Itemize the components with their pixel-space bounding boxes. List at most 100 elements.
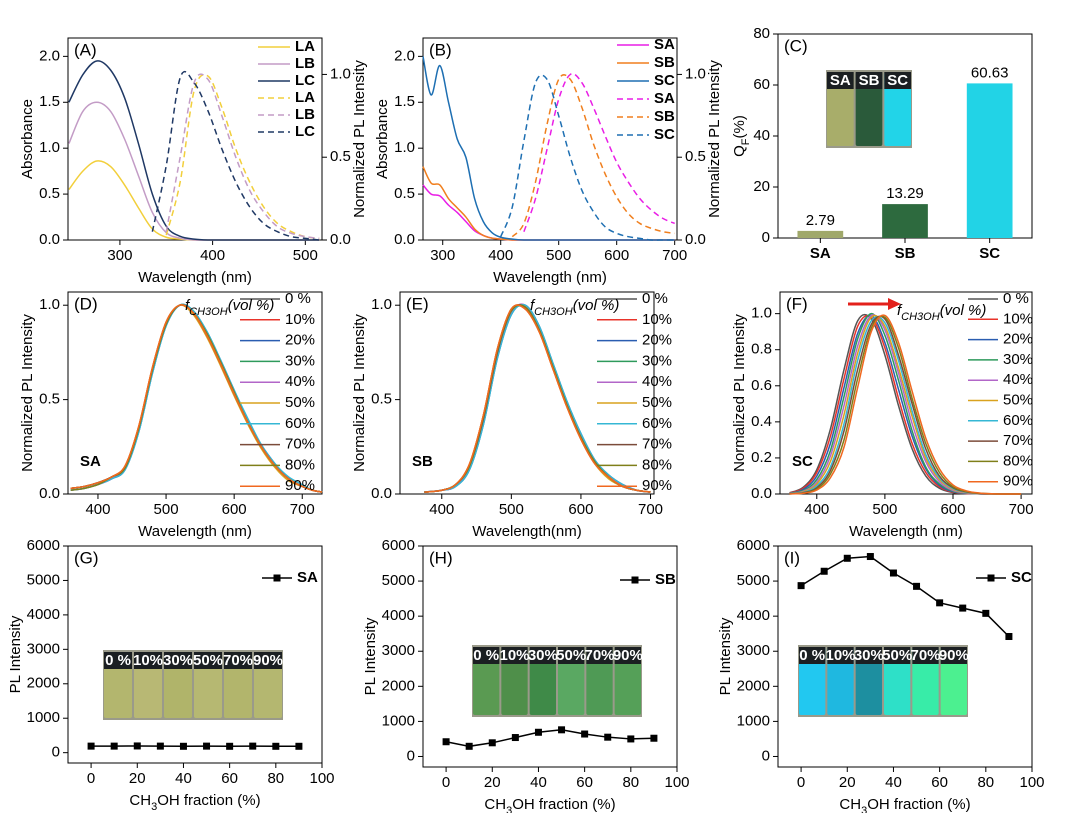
legend-label: 70%	[1003, 432, 1033, 449]
y-tick-label: 20	[753, 178, 770, 195]
legend-label: 60%	[642, 415, 672, 432]
y-tick-label: 5000	[737, 572, 770, 589]
value-label: 13.29	[886, 185, 924, 202]
y-tick-label: 4000	[27, 606, 60, 623]
legend-label: 70%	[285, 436, 315, 453]
series-line	[70, 304, 323, 493]
legend-label: 60%	[285, 415, 315, 432]
marker	[982, 609, 990, 617]
marker	[249, 742, 257, 750]
shift-arrow-head	[888, 298, 901, 310]
x-tick-label: SC	[979, 245, 1000, 262]
inset-label: 50%	[882, 647, 912, 664]
y-tick-label: 0.0	[394, 231, 415, 248]
x-axis-label-part: OH fraction (%)	[867, 796, 970, 813]
inset-cap	[501, 647, 528, 664]
legend-label: 0 %	[285, 290, 311, 307]
x-tick-label: 400	[85, 501, 110, 518]
panel-label: (A)	[74, 40, 97, 59]
y-tick-label: 1000	[382, 712, 415, 729]
y-tick-label: 0.5	[371, 391, 392, 408]
y-tick-label: 1000	[27, 709, 60, 726]
inset-photo	[798, 645, 968, 717]
y-axis-label: Absorbance	[19, 99, 36, 179]
inset-cap	[827, 72, 854, 89]
inset-photo	[103, 650, 283, 720]
y2-axis-label: Normalized PL Intensity	[351, 60, 368, 218]
marker	[1005, 633, 1013, 641]
value-label: 60.63	[971, 64, 1009, 81]
x-axis-label-part: CH	[484, 796, 506, 813]
legend-label: 70%	[642, 436, 672, 453]
x-tick-label: 600	[222, 501, 247, 518]
legend-label: 10%	[1003, 310, 1033, 327]
legend-label: 0 %	[642, 290, 668, 307]
inset-label: 70%	[910, 647, 940, 664]
y-tick-label: 0	[407, 747, 415, 764]
y-tick-label: 3000	[737, 642, 770, 659]
x-tick-label: 500	[293, 247, 318, 264]
x-tick-label: 0	[87, 770, 95, 787]
legend-label: 80%	[1003, 452, 1033, 469]
y-tick-label: 2.0	[39, 47, 60, 64]
x-tick-label: 60	[221, 770, 238, 787]
series-line	[424, 304, 651, 493]
x-tick-label: 80	[977, 774, 994, 791]
legend-label: LB	[295, 55, 315, 72]
y-tick-label: 5000	[382, 572, 415, 589]
series-line	[500, 74, 675, 241]
y-tick-label: 5000	[27, 571, 60, 588]
legend-label: 80%	[285, 456, 315, 473]
series-line	[68, 60, 320, 241]
series-line	[165, 74, 320, 240]
marker	[889, 569, 897, 577]
marker	[87, 742, 95, 750]
annotation: SB	[412, 453, 433, 470]
x-tick-label: 600	[604, 247, 629, 264]
marker	[295, 742, 303, 750]
marker	[866, 553, 874, 561]
x-tick-label: 40	[530, 774, 547, 791]
panel-label: (B)	[429, 40, 452, 59]
inset-label: 90%	[613, 647, 643, 664]
series-line	[445, 729, 654, 748]
series-line	[70, 303, 323, 493]
x-axis-label: Wavelength (nm)	[138, 523, 252, 540]
y-tick-label: 40	[753, 127, 770, 144]
x-axis-label: Wavelength (nm)	[493, 269, 607, 286]
y2-tick-label: 0.0	[685, 231, 706, 248]
legend-label: LC	[295, 123, 315, 140]
legend-label: 50%	[642, 394, 672, 411]
inset-label: 30%	[163, 652, 193, 669]
legend-label: SC	[1011, 569, 1032, 586]
y-tick-label: 2000	[737, 677, 770, 694]
x-axis-label: Wavelength (nm)	[849, 523, 963, 540]
x-axis-label-part: 3	[861, 805, 867, 813]
panel-label: (F)	[786, 294, 808, 313]
inset-cap	[799, 647, 826, 664]
legend-label: SB	[654, 54, 675, 71]
inset-label: 50%	[193, 652, 223, 669]
x-tick-label: 20	[839, 774, 856, 791]
legend-label: 30%	[285, 352, 315, 369]
marker	[959, 604, 967, 612]
bar	[882, 204, 928, 238]
legend-label: LB	[295, 106, 315, 123]
x-tick-label: 60	[576, 774, 593, 791]
legend-title-part: CH3OH	[189, 306, 228, 318]
inset-cap	[164, 652, 192, 669]
y2-tick-label: 1.0	[330, 65, 351, 82]
inset-label: 50%	[556, 647, 586, 664]
inset-label: 10%	[825, 647, 855, 664]
inset-cap	[224, 652, 252, 669]
y2-tick-label: 0.0	[330, 231, 351, 248]
y-tick-label: 80	[753, 25, 770, 42]
marker	[581, 730, 589, 738]
y-axis-label-part: (%)	[731, 115, 748, 138]
inset-label: 0 %	[105, 652, 131, 669]
marker	[488, 739, 496, 747]
y-axis-label: PL Intensity	[7, 615, 24, 693]
y-axis-label: Normalized PL Intensity	[731, 314, 748, 472]
x-axis-label-part: 3	[506, 805, 512, 813]
